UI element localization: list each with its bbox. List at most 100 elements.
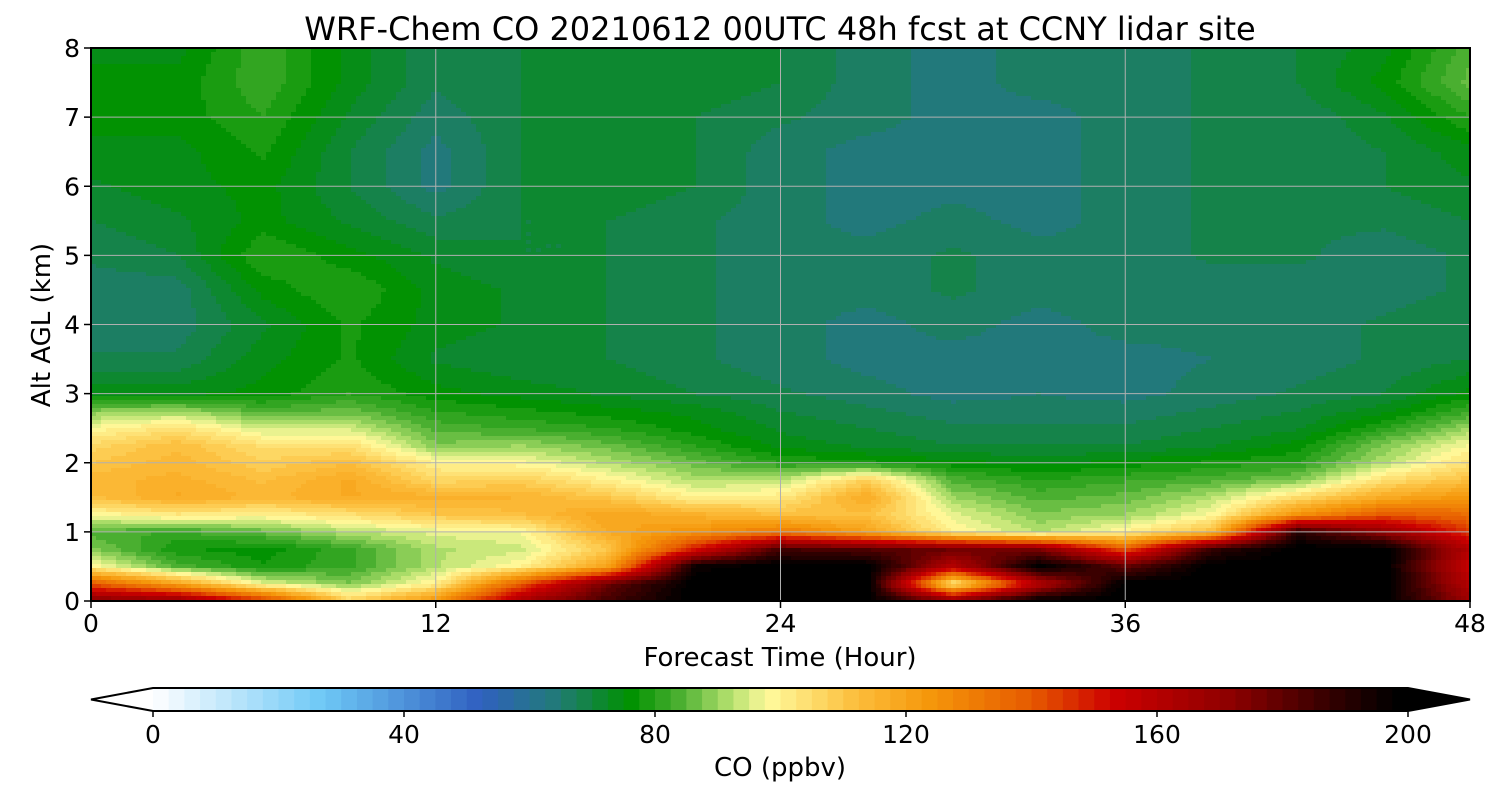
heatmap-cell	[141, 212, 147, 217]
heatmap-cell	[141, 356, 147, 361]
heatmap-cell	[176, 356, 182, 361]
heatmap-cell	[136, 216, 142, 221]
heatmap-cell	[141, 420, 147, 425]
heatmap-cell	[146, 476, 152, 481]
heatmap-cell	[121, 448, 127, 453]
heatmap-cell	[161, 120, 167, 125]
heatmap-cell	[116, 400, 122, 405]
heatmap-cell	[121, 300, 127, 305]
heatmap-cell	[141, 320, 147, 325]
heatmap-cell	[106, 68, 112, 73]
heatmap-cell	[121, 596, 127, 601]
heatmap-cell	[201, 396, 207, 401]
heatmap-cell	[166, 344, 172, 349]
heatmap-cell	[186, 280, 192, 285]
heatmap-cell	[211, 556, 217, 561]
heatmap-cell	[151, 236, 157, 241]
heatmap-cell	[171, 456, 177, 461]
heatmap-cell	[186, 88, 192, 93]
heatmap-cell	[156, 348, 162, 353]
heatmap-cell	[151, 80, 157, 85]
heatmap-cell	[201, 384, 207, 389]
heatmap-cell	[196, 176, 202, 181]
heatmap-cell	[211, 236, 217, 241]
heatmap-cell	[111, 92, 117, 97]
heatmap-cell	[211, 104, 217, 109]
heatmap-cell	[166, 244, 172, 249]
heatmap-cell	[141, 344, 147, 349]
heatmap-cell	[161, 124, 167, 129]
heatmap-cell	[166, 84, 172, 89]
heatmap-cell	[166, 492, 172, 497]
heatmap-cell	[206, 292, 212, 297]
heatmap-cell	[171, 168, 177, 173]
heatmap-cell	[176, 200, 182, 205]
heatmap-cell	[121, 252, 127, 257]
heatmap-cell	[171, 564, 177, 569]
heatmap-cell	[116, 436, 122, 441]
heatmap-cell	[141, 580, 147, 585]
heatmap-cell	[146, 96, 152, 101]
heatmap-cell	[146, 360, 152, 365]
heatmap-cell	[151, 440, 157, 445]
heatmap-cell	[191, 68, 197, 73]
heatmap-cell	[101, 584, 107, 589]
heatmap-cell	[136, 108, 142, 113]
heatmap-cell	[176, 112, 182, 117]
heatmap-cell	[111, 464, 117, 469]
heatmap-cell	[201, 196, 207, 201]
heatmap-cell	[211, 288, 217, 293]
heatmap-cell	[211, 532, 217, 537]
heatmap-cell	[121, 64, 127, 69]
heatmap-cell	[96, 592, 102, 597]
heatmap-cell	[176, 120, 182, 125]
heatmap-cell	[106, 72, 112, 77]
heatmap-cell	[121, 432, 127, 437]
heatmap-cell	[166, 508, 172, 513]
heatmap-cell	[206, 312, 212, 317]
heatmap-cell	[136, 576, 142, 581]
heatmap-cell	[101, 344, 107, 349]
heatmap-cell	[176, 472, 182, 477]
heatmap-cell	[176, 164, 182, 169]
heatmap-cell	[111, 356, 117, 361]
heatmap-cell	[211, 136, 217, 141]
heatmap-cell	[126, 296, 132, 301]
heatmap-cell	[111, 156, 117, 161]
heatmap-cell	[186, 344, 192, 349]
heatmap-cell	[201, 376, 207, 381]
heatmap-cell	[151, 332, 157, 337]
heatmap-cell	[186, 416, 192, 421]
heatmap-cell	[96, 424, 102, 429]
heatmap-cell	[196, 232, 202, 237]
heatmap-cell	[136, 356, 142, 361]
heatmap-cell	[196, 304, 202, 309]
heatmap-cell	[211, 448, 217, 453]
heatmap-cell	[136, 128, 142, 133]
heatmap-cell	[136, 112, 142, 117]
heatmap-cell	[96, 400, 102, 405]
heatmap-cell	[136, 368, 142, 373]
heatmap-cell	[181, 524, 187, 529]
heatmap-cell	[206, 376, 212, 381]
heatmap-cell	[166, 52, 172, 57]
heatmap-cell	[201, 496, 207, 501]
heatmap-cell	[166, 536, 172, 541]
heatmap-cell	[96, 148, 102, 153]
heatmap-cell	[206, 148, 212, 153]
heatmap-cell	[171, 428, 177, 433]
heatmap-cell	[151, 508, 157, 513]
heatmap-cell	[161, 52, 167, 57]
heatmap-cell	[181, 504, 187, 509]
heatmap-cell	[181, 84, 187, 89]
heatmap-cell	[146, 292, 152, 297]
heatmap-cell	[201, 228, 207, 233]
heatmap-cell	[196, 272, 202, 277]
heatmap-cell	[206, 136, 212, 141]
heatmap-cell	[161, 216, 167, 221]
heatmap-cell	[201, 412, 207, 417]
heatmap-cell	[186, 464, 192, 469]
heatmap-cell	[186, 272, 192, 277]
heatmap-cell	[211, 364, 217, 369]
heatmap-cell	[196, 200, 202, 205]
